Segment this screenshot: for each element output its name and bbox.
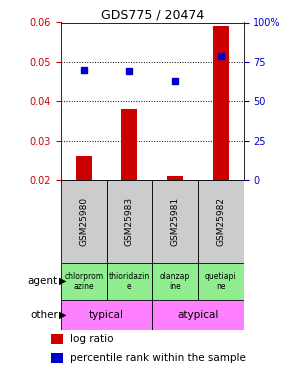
- Bar: [106, 262, 152, 300]
- Text: ▶: ▶: [59, 276, 67, 286]
- Text: log ratio: log ratio: [70, 334, 113, 344]
- Bar: [61, 300, 152, 330]
- Bar: [167, 176, 183, 180]
- Title: GDS775 / 20474: GDS775 / 20474: [101, 8, 204, 21]
- Text: quetiapi
ne: quetiapi ne: [205, 272, 237, 291]
- Text: GSM25980: GSM25980: [79, 196, 88, 246]
- Text: other: other: [30, 310, 58, 320]
- Text: typical: typical: [89, 310, 124, 320]
- Text: GSM25981: GSM25981: [171, 196, 180, 246]
- Text: thioridazin
e: thioridazin e: [109, 272, 150, 291]
- Bar: [198, 262, 244, 300]
- Text: atypical: atypical: [177, 310, 219, 320]
- Text: GSM25982: GSM25982: [216, 197, 225, 246]
- Text: agent: agent: [28, 276, 58, 286]
- Bar: [152, 180, 198, 262]
- Bar: [122, 109, 137, 180]
- Bar: [152, 300, 244, 330]
- Bar: [51, 334, 63, 344]
- Text: chlorprom
azine: chlorprom azine: [64, 272, 103, 291]
- Bar: [76, 156, 92, 180]
- Text: GSM25983: GSM25983: [125, 196, 134, 246]
- Bar: [106, 180, 152, 262]
- Bar: [61, 180, 106, 262]
- Text: ▶: ▶: [59, 310, 67, 320]
- Bar: [61, 262, 106, 300]
- Bar: [152, 262, 198, 300]
- Bar: [51, 352, 63, 363]
- Text: percentile rank within the sample: percentile rank within the sample: [70, 353, 246, 363]
- Text: olanzap
ine: olanzap ine: [160, 272, 190, 291]
- Bar: [213, 26, 229, 180]
- Bar: [198, 180, 244, 262]
